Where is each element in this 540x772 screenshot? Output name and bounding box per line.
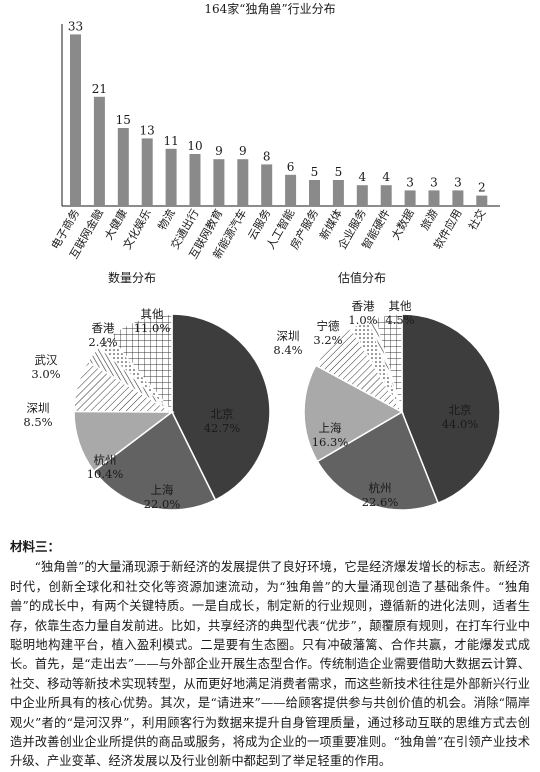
pie-percent-label: 22.0%	[144, 497, 181, 511]
pie-right-title: 估值分布	[338, 270, 386, 285]
pie-slice-其他	[373, 313, 403, 413]
bar-category-label: 旅游	[417, 207, 440, 233]
material-title: 材料三：	[10, 539, 61, 554]
pie-slice-杭州	[316, 410, 440, 511]
bar-人工智能	[285, 174, 297, 206]
pie-percent-label: 4.5%	[385, 313, 414, 327]
pie-label: 上海	[319, 421, 342, 435]
pie-percent-label: 11.0%	[134, 321, 171, 335]
bar-value-label: 5	[311, 165, 319, 179]
bar-互联网金融	[93, 96, 105, 206]
pie-percent-label: 10.4%	[87, 467, 124, 481]
pie-label: 深圳	[27, 401, 50, 415]
pie-percent-label: 8.4%	[273, 343, 302, 357]
pie-slice-上海	[92, 410, 217, 511]
bar-value-label: 3	[406, 175, 414, 189]
bar-value-label: 10	[187, 139, 202, 153]
pie-slice-北京	[401, 313, 501, 505]
bar-value-label: 4	[358, 170, 366, 184]
pie-percent-label: 44.0%	[442, 417, 479, 431]
bar-value-label: 8	[263, 149, 271, 163]
bar-软件应用	[452, 190, 464, 206]
bar-社交	[476, 195, 488, 206]
pie-label: 宁德	[317, 319, 340, 333]
bar-category-label: 社交	[465, 207, 488, 233]
bar-value-label: 3	[454, 175, 462, 189]
bar-物流	[165, 148, 177, 206]
pie-label: 上海	[151, 483, 174, 497]
pie-percent-label: 3.2%	[313, 333, 342, 347]
bar-旅游	[428, 190, 440, 206]
pie-percent-label: 3.0%	[31, 367, 60, 381]
bar-value-label: 6	[287, 160, 295, 174]
pie-label: 香港	[352, 299, 375, 313]
bar-value-label: 33	[68, 19, 83, 33]
bar-电子商务	[70, 34, 81, 207]
bar-value-label: 11	[163, 134, 178, 148]
bar-value-label: 3	[430, 175, 438, 189]
bar-value-label: 21	[92, 82, 107, 96]
pie-label: 深圳	[277, 329, 300, 343]
pie-slice-上海	[303, 364, 404, 463]
bar-文化娱乐	[141, 138, 153, 206]
bar-大数据	[404, 190, 416, 206]
industry-bar-chart: 164家“独角兽”行业分布 33电子商务21互联网金融15大健康13文化娱乐11…	[48, 1, 500, 261]
bar-value-label: 9	[215, 144, 223, 158]
bar-云服务	[261, 164, 273, 206]
bar-value-label: 2	[478, 181, 486, 195]
bar-value-label: 4	[382, 170, 390, 184]
pie-slice-北京	[171, 313, 270, 501]
bar-互联网教育	[213, 159, 225, 206]
pie-label: 香港	[92, 321, 115, 335]
pie-percent-label: 1.0%	[348, 313, 377, 327]
bar-新能源汽车	[237, 159, 249, 206]
bar-value-label: 15	[116, 113, 131, 127]
bar-chart-title: 164家“独角兽”行业分布	[204, 1, 335, 16]
bar-企业服务	[356, 185, 368, 206]
bar-交通出行	[189, 154, 201, 206]
pie-label: 杭州	[94, 453, 117, 467]
bar-新媒体	[332, 180, 344, 206]
pie-label: 武汉	[35, 353, 58, 367]
pie-label: 北京	[211, 407, 234, 421]
pie-percent-label: 16.3%	[312, 435, 349, 449]
bar-category-label: 大数据	[388, 207, 417, 243]
pie-label: 其他	[389, 299, 412, 313]
pie-percent-label: 22.6%	[362, 495, 399, 509]
material-paragraph: “独角兽”的大量涌现源于新经济的发展提供了良好环境，它是经济爆发增长的标志。新经…	[10, 560, 530, 769]
pie-label: 杭州	[369, 481, 392, 495]
pie-left-title: 数量分布	[108, 270, 156, 285]
bar-category-label: 物流	[155, 207, 178, 233]
pie-slice-其他	[108, 313, 173, 415]
bar-value-label: 9	[239, 144, 247, 158]
material-three-section: 材料三： “独角兽”的大量涌现源于新经济的发展提供了良好环境，它是经济爆发增长的…	[10, 537, 530, 772]
pie-percent-label: 8.5%	[23, 415, 52, 429]
pie-percent-label: 42.7%	[204, 421, 241, 435]
bar-房产服务	[309, 180, 320, 206]
pie-label: 其他	[141, 307, 164, 321]
bar-大健康	[117, 128, 129, 206]
pie-percent-label: 2.4%	[88, 335, 117, 349]
bar-value-label: 13	[140, 123, 155, 137]
bar-value-label: 5	[335, 165, 343, 179]
pie-label: 北京	[449, 403, 472, 417]
bar-智能硬件	[380, 185, 392, 206]
